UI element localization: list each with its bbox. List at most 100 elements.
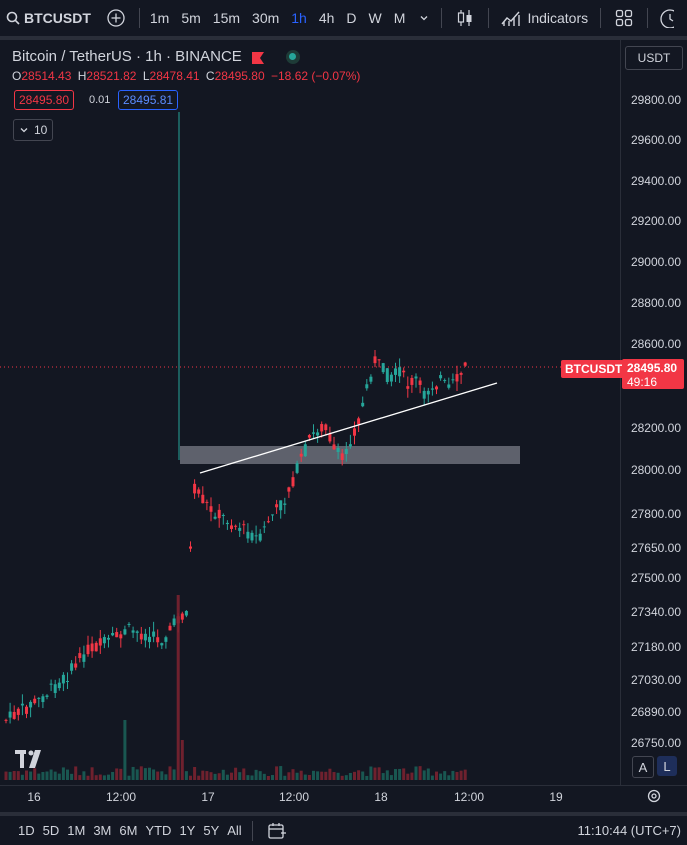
- candle-body: [8, 711, 12, 718]
- chart-legend: Bitcoin / TetherUS · 1h · BINANCE O28514…: [12, 48, 360, 83]
- spread-value: 0.01: [89, 94, 111, 106]
- volume-bar: [443, 771, 447, 780]
- volume-bar: [172, 769, 176, 780]
- candle-body: [377, 359, 381, 361]
- price-axis-label: 27180.00: [630, 640, 681, 654]
- volume-bar: [250, 775, 254, 780]
- candle-body: [197, 489, 201, 494]
- range-button-1d[interactable]: 1D: [18, 823, 35, 838]
- volume-bar: [205, 771, 209, 780]
- date-range-button[interactable]: [257, 822, 297, 840]
- chart-type-button[interactable]: [446, 0, 484, 36]
- candle-body: [328, 433, 332, 442]
- candle-body: [275, 504, 279, 508]
- volume-bar: [361, 771, 365, 780]
- tradingview-logo[interactable]: [15, 750, 47, 771]
- volume-bar: [20, 774, 24, 780]
- toolbar-divider: [600, 8, 602, 28]
- candle-countdown: 49:16: [627, 375, 658, 389]
- log-scale-button[interactable]: L: [657, 756, 677, 776]
- trendline: [199, 382, 498, 474]
- volume-bar: [201, 770, 205, 780]
- indicators-button[interactable]: Indicators: [493, 0, 596, 36]
- price-axis[interactable]: 29800.00 29600.00 29400.00 29200.00 29000.00…: [620, 40, 687, 785]
- volume-bar: [402, 768, 406, 780]
- interval-dropdown-button[interactable]: [411, 0, 437, 36]
- change-value: −18.62 (−0.07%): [271, 69, 361, 83]
- volume-toggle[interactable]: 10: [13, 119, 54, 141]
- volume-bar: [422, 770, 426, 780]
- volume-bar: [447, 775, 451, 780]
- currency-selector[interactable]: USDT: [625, 46, 683, 70]
- volume-bar: [316, 771, 320, 780]
- price-axis-label: 27650.00: [630, 541, 681, 555]
- clock-display[interactable]: 11:10:44 (UTC+7): [577, 823, 681, 838]
- layout-button[interactable]: [605, 0, 643, 36]
- chart-canvas[interactable]: [0, 40, 620, 785]
- volume-bar: [459, 770, 463, 780]
- flag-icon[interactable]: [251, 51, 264, 64]
- range-button-3m[interactable]: 3M: [93, 823, 112, 838]
- volume-bar: [176, 595, 180, 780]
- candle-body: [172, 618, 176, 626]
- range-button-1y[interactable]: 1Y: [179, 823, 196, 838]
- interval-button-w[interactable]: W: [368, 10, 382, 26]
- range-button-all[interactable]: All: [227, 823, 242, 838]
- price-axis-label: 29400.00: [630, 174, 681, 188]
- volume-bar: [242, 768, 246, 780]
- volume-bar: [369, 766, 373, 780]
- interval-button-15m[interactable]: 15m: [212, 10, 241, 26]
- interval-button-5m[interactable]: 5m: [181, 10, 201, 26]
- volume-bar: [279, 766, 283, 780]
- time-axis-label: 12:00: [453, 790, 485, 804]
- time-axis-label: 16: [27, 790, 41, 804]
- volume-bar: [25, 770, 28, 780]
- interval-button-1h[interactable]: 1h: [291, 10, 307, 26]
- candle-body: [209, 506, 213, 512]
- interval-button-30m[interactable]: 30m: [252, 10, 280, 26]
- volume-bar: [295, 772, 299, 780]
- candle-body: [57, 682, 61, 689]
- candle-body: [217, 509, 221, 519]
- volume-bar: [139, 766, 143, 780]
- volume-bar: [135, 769, 139, 780]
- volume-bar: [53, 771, 57, 780]
- candle-body: [131, 630, 135, 633]
- axis-settings-button[interactable]: [646, 788, 662, 807]
- volume-bar: [332, 772, 336, 780]
- symbol-search-button[interactable]: BTCUSDT: [0, 0, 97, 36]
- alert-button[interactable]: [652, 0, 675, 36]
- candle-body: [398, 367, 402, 377]
- candle-body: [324, 424, 328, 431]
- volume-bar: [57, 773, 61, 780]
- volume-bar: [217, 773, 221, 780]
- volume-bar: [16, 771, 20, 780]
- market-status-icon[interactable]: [285, 49, 300, 64]
- open-value: 28514.43: [21, 69, 72, 83]
- candle-body: [152, 631, 156, 637]
- interval-button-4h[interactable]: 4h: [318, 10, 335, 26]
- candle-body: [381, 363, 385, 373]
- range-button-6m[interactable]: 6M: [119, 823, 138, 838]
- time-axis[interactable]: 16 12:00 17 12:00 18 12:00 19: [0, 785, 687, 811]
- range-button-ytd[interactable]: YTD: [145, 823, 172, 838]
- buy-price-button[interactable]: 28495.81: [118, 90, 179, 110]
- volume-bar: [398, 768, 402, 780]
- compare-symbol-button[interactable]: [97, 0, 135, 36]
- auto-scale-button[interactable]: A: [632, 756, 654, 778]
- candle-body: [70, 663, 74, 671]
- volume-bar: [123, 720, 127, 780]
- interval-button-d[interactable]: D: [346, 10, 357, 26]
- interval-button-m[interactable]: M: [393, 10, 406, 26]
- volume-bar: [160, 771, 164, 780]
- range-button-5d[interactable]: 5D: [42, 823, 60, 838]
- volume-bar: [373, 767, 377, 780]
- range-button-1m[interactable]: 1M: [67, 823, 86, 838]
- range-button-5y[interactable]: 5Y: [203, 823, 220, 838]
- sell-price-button[interactable]: 28495.80: [14, 90, 75, 110]
- candle-body: [143, 633, 147, 641]
- interval-button-1m[interactable]: 1m: [149, 10, 170, 26]
- symbol-label: BTCUSDT: [24, 10, 91, 26]
- candle-body: [193, 483, 197, 494]
- volume-bar: [463, 769, 467, 780]
